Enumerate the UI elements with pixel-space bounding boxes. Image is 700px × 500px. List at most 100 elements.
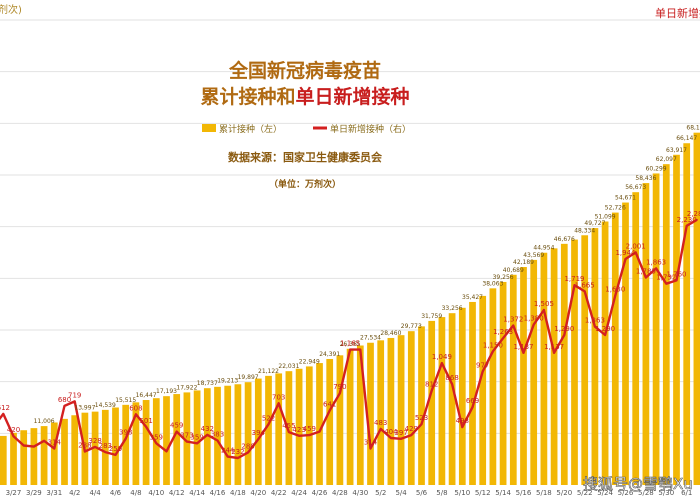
bar-5/31 [673, 154, 680, 486]
line-label: 1,665 [575, 281, 595, 289]
line-label: 483 [374, 419, 387, 427]
bar-6/2 [693, 132, 700, 485]
x-tick-label: 4/6 [110, 489, 122, 497]
line-label: 420 [7, 426, 20, 434]
line-point-5/17 [532, 323, 535, 326]
bar-5/8 [438, 317, 446, 485]
bar-label: 24,391 [319, 351, 340, 358]
bar-label: 68,191 [686, 125, 700, 132]
line-label: 790 [333, 383, 346, 391]
line-label: 608 [129, 404, 142, 412]
bar-label: 15,515 [115, 397, 136, 404]
bar-label: 35,427 [462, 294, 483, 301]
bar-label: 29,773 [401, 323, 422, 330]
bar-5/11 [469, 301, 476, 485]
bar-4/28 [336, 355, 344, 485]
line-label: 703 [272, 393, 285, 401]
bar-label: 60,299 [646, 165, 667, 172]
line-point-5/28 [645, 276, 647, 279]
x-tick-label: 5/2 [375, 489, 386, 497]
x-tick-label: 5/28 [638, 489, 654, 497]
line-point-4/20 [257, 438, 260, 441]
bar-label: 17,193 [156, 388, 177, 395]
line-point-5/9 [451, 383, 453, 385]
line-label: 398 [119, 429, 132, 437]
line-point-5/26 [624, 258, 627, 260]
line-point-4/25 [308, 434, 311, 437]
line-point-4/22 [277, 402, 280, 405]
x-tick-label: 5/10 [454, 489, 470, 497]
line-label: 498 [456, 417, 469, 425]
line-point-4/30 [359, 348, 362, 351]
bar-4/27 [326, 358, 334, 485]
line-point-3/26 [2, 412, 5, 415]
bar-5/2 [377, 340, 385, 485]
bar-label: 42,189 [513, 259, 534, 266]
bar-6/1 [683, 143, 691, 486]
x-tick-label: 3/31 [46, 489, 62, 497]
x-tick-label: 5/16 [516, 489, 532, 497]
line-label: 2,230 [677, 216, 697, 224]
line-label: 501 [139, 417, 152, 425]
bar-label: 28,460 [380, 330, 401, 337]
bar-value-labels: 3511,00613,99714,53915,51516,44717,19317… [34, 125, 700, 425]
bar-4/15 [203, 388, 211, 485]
x-tick-label: 4/30 [352, 489, 368, 497]
line-point-5/27 [634, 251, 637, 254]
line-point-3/27 [12, 435, 15, 438]
line-label: 719 [68, 391, 81, 399]
line-point-5/29 [655, 267, 657, 270]
line-label: 397 [394, 429, 407, 437]
line-point-5/3 [390, 437, 392, 439]
line-point-4/16 [216, 439, 219, 442]
legend-line-label: 单日新增接种（右） [330, 123, 411, 135]
line-point-4/24 [298, 434, 300, 437]
bar-5/13 [489, 288, 497, 485]
line-label: 1,785 [636, 267, 656, 275]
line-point-5/8 [441, 362, 443, 364]
unit-label: （单位：万剂次） [269, 178, 341, 190]
line-point-5/15 [512, 324, 515, 327]
line-label: 868 [445, 374, 458, 382]
line-label: 423 [292, 426, 305, 434]
bar-5/4 [397, 335, 405, 485]
line-point-4/2 [73, 400, 76, 403]
line-point-5/10 [461, 426, 464, 429]
x-tick-label: 5/14 [495, 489, 511, 497]
bar-4/8 [132, 402, 140, 485]
bar-label: 31,759 [421, 313, 442, 320]
line-label: 429 [405, 425, 418, 433]
bar-label: 22,031 [278, 363, 299, 370]
data-source: 数据来源：国家卫生健康委员会 [228, 150, 383, 164]
bar-label: 51,099 [595, 214, 616, 221]
bar-label: 48,334 [574, 227, 595, 234]
bar-3/27 [10, 432, 17, 485]
line-label: 283 [99, 442, 112, 450]
bar-3/31 [50, 422, 58, 485]
x-tick-label: 5/4 [395, 489, 407, 497]
line-label: 680 [58, 396, 71, 404]
bar-4/6 [112, 407, 119, 485]
bar-5/18 [540, 252, 548, 485]
line-point-4/1 [63, 405, 66, 407]
line-point-4/28 [339, 392, 341, 395]
line-label: 259 [109, 445, 122, 453]
bar-4/1 [61, 418, 68, 485]
line-label: 2,281 [687, 210, 700, 218]
bar-4/7 [122, 404, 130, 485]
bar-5/27 [632, 192, 640, 485]
bar-4/9 [142, 400, 150, 485]
bar-5/5 [407, 331, 415, 485]
line-label: 383 [211, 430, 224, 438]
chart-subtitle: 累计接种和单日新增接种 [200, 85, 409, 108]
line-point-5/16 [522, 351, 525, 354]
bar-4/22 [275, 373, 283, 485]
line-label: 1,863 [646, 258, 666, 266]
line-point-3/30 [43, 439, 45, 442]
line-point-5/19 [553, 351, 555, 354]
bar-label: 19,213 [217, 378, 238, 385]
bar-label: 58,436 [635, 175, 656, 182]
bar-5/21 [571, 239, 578, 485]
bar-5/14 [499, 281, 507, 485]
line-point-4/27 [328, 409, 331, 412]
